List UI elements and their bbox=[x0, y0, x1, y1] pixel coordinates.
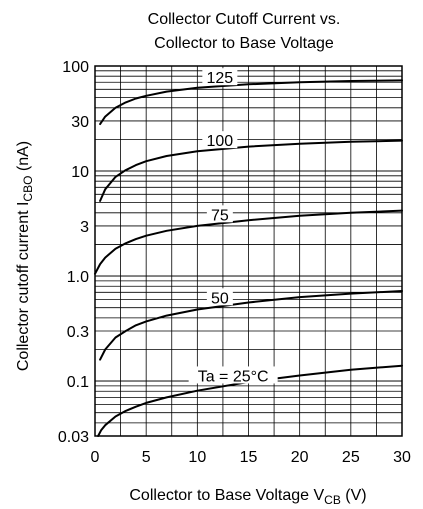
series-line bbox=[99, 79, 403, 126]
y-axis-label: Collector cutoff current ICBO (nA) bbox=[15, 141, 35, 371]
x-tick-label: 15 bbox=[240, 449, 258, 466]
series-label-background bbox=[188, 366, 278, 384]
series-line bbox=[99, 139, 403, 202]
y-tick-label: 0.3 bbox=[67, 324, 89, 341]
series-label: 100 bbox=[206, 133, 233, 150]
series-label-background bbox=[206, 205, 233, 223]
x-tick-label: 5 bbox=[142, 449, 151, 466]
y-tick-label: 0.1 bbox=[67, 374, 89, 391]
y-axis-label-main: Collector cutoff current I bbox=[15, 202, 32, 372]
plot-frame bbox=[94, 65, 403, 437]
y-tick-label: 30 bbox=[71, 114, 89, 131]
series-line bbox=[94, 209, 403, 275]
x-axis-label: Collector to Base Voltage VCB (V) bbox=[129, 487, 366, 507]
y-axis-label-subscript: CBO bbox=[21, 176, 35, 202]
x-axis-label-unit: (V) bbox=[341, 487, 367, 504]
x-tick-label: 30 bbox=[393, 449, 411, 466]
series-label: 50 bbox=[211, 290, 229, 307]
y-tick-label: 10 bbox=[71, 164, 89, 181]
x-axis-label-subscript: CB bbox=[324, 493, 341, 507]
x-tick-label: 25 bbox=[342, 449, 360, 466]
series-label-background bbox=[202, 131, 238, 149]
x-tick-label: 20 bbox=[291, 449, 309, 466]
series-label: 125 bbox=[206, 70, 233, 87]
plot-curves: 125 100 75 50 Ta = 25°C bbox=[94, 68, 403, 437]
y-tick-label: 100 bbox=[62, 59, 89, 76]
series-label: Ta = 25°C bbox=[198, 368, 269, 385]
chart-title-line-2: Collector to Base Voltage bbox=[154, 35, 334, 52]
y-tick-label: 0.03 bbox=[58, 429, 89, 446]
y-tick-label: 3 bbox=[80, 219, 89, 236]
x-axis-label-main: Collector to Base Voltage V bbox=[129, 487, 324, 504]
x-tick-labels: 0 5 10 15 20 25 30 bbox=[91, 449, 411, 466]
y-axis-label-unit: (nA) bbox=[15, 141, 32, 176]
x-tick-label: 10 bbox=[188, 449, 206, 466]
series-line bbox=[99, 290, 403, 361]
series-line bbox=[97, 364, 403, 437]
chart-title-line-1: Collector Cutoff Current vs. bbox=[148, 11, 341, 28]
series-label-background bbox=[206, 288, 233, 306]
series-label-background bbox=[202, 68, 238, 86]
x-tick-label: 0 bbox=[91, 449, 100, 466]
y-tick-labels: 100 30 10 3 1.0 0.3 0.1 0.03 bbox=[58, 59, 89, 446]
series-label: 75 bbox=[211, 207, 229, 224]
y-tick-label: 1.0 bbox=[67, 269, 89, 286]
plot-grid bbox=[95, 66, 402, 436]
